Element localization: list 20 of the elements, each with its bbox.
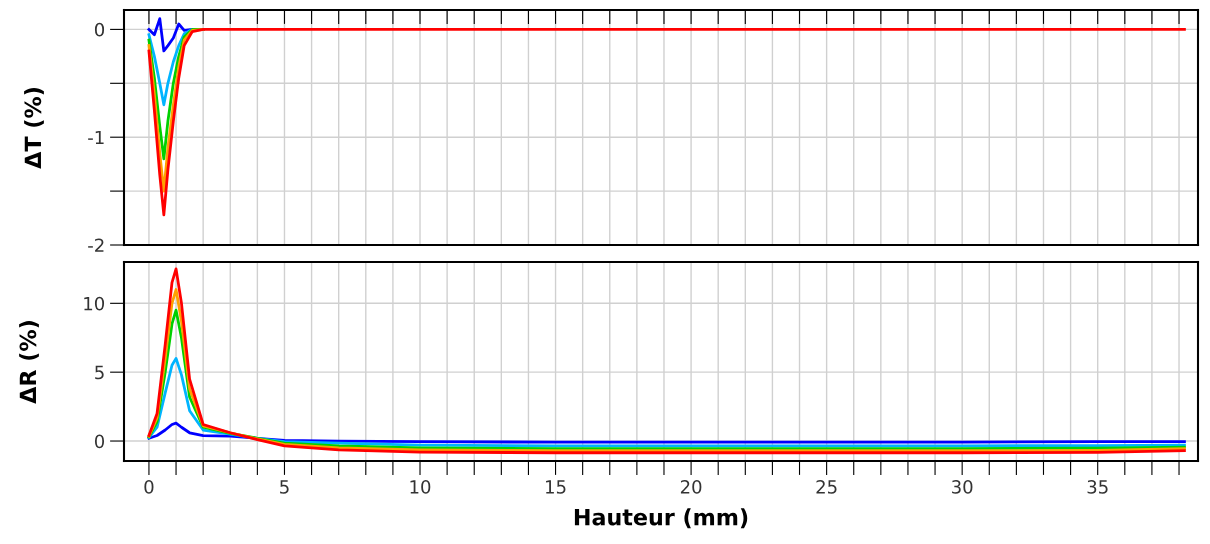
y-tick-label: 5: [95, 365, 104, 380]
y-axis-title: ΔR (%): [19, 321, 39, 404]
x-tick-label: 35: [1087, 480, 1108, 494]
x-tick-label: 25: [816, 480, 837, 494]
x-tick-label: 0: [144, 480, 154, 494]
y-tick-label: 0: [94, 22, 105, 37]
line-series: [147, 28, 1186, 217]
x-tick-label: 10: [410, 480, 431, 494]
y-axis-title: ΔT (%): [24, 88, 44, 169]
y-tick-label: 0: [94, 434, 105, 449]
y-tick-label: -2: [88, 238, 104, 252]
x-tick-label: 5: [280, 480, 289, 494]
x-tick-label: 15: [546, 480, 566, 494]
y-tick-label: -1: [88, 130, 104, 145]
x-tick-label: 30: [952, 480, 973, 494]
x-axis-title: Hauteur (mm): [574, 508, 748, 529]
x-tick-label: 20: [680, 480, 702, 494]
line-series: [147, 421, 1186, 444]
y-tick-label: 10: [84, 296, 105, 311]
line-series: [147, 357, 1186, 448]
